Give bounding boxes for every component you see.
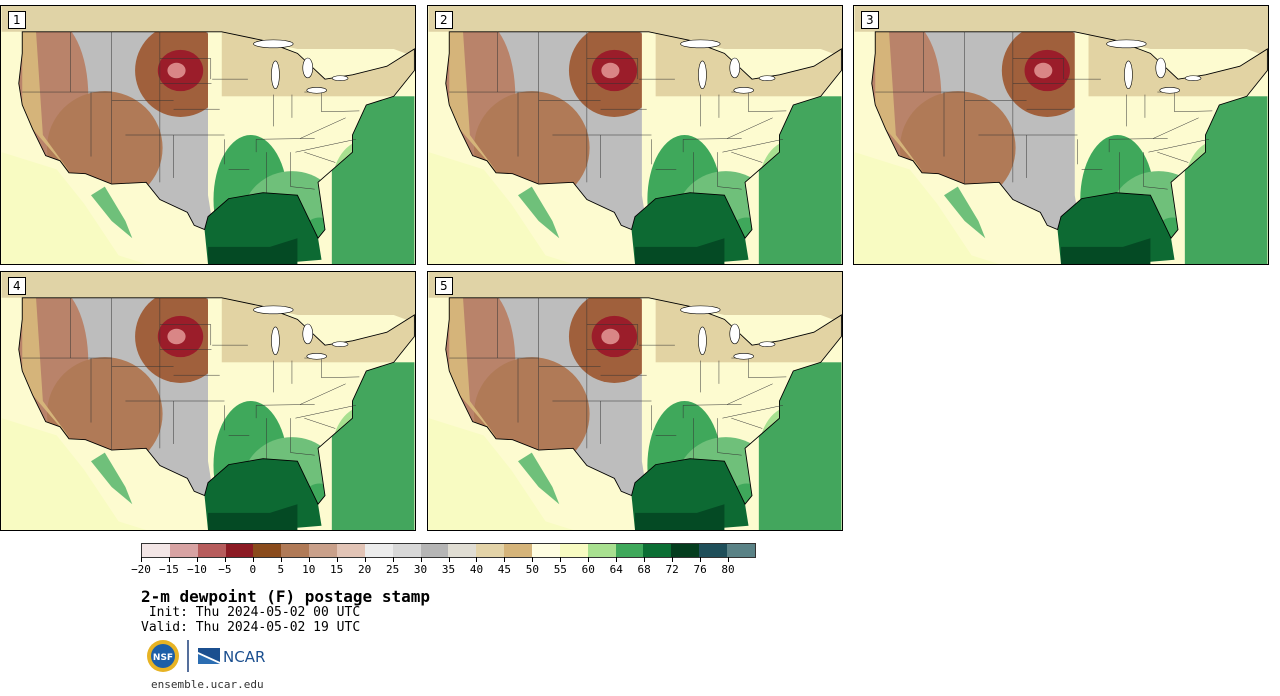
valid-time: Valid: Thu 2024-05-02 19 UTC — [141, 620, 361, 635]
colorbar-tick — [728, 557, 730, 562]
colorbar-tick — [644, 557, 646, 562]
colorbar-tick — [141, 557, 142, 562]
colorbar-swatch — [281, 544, 310, 557]
colorbar-tick — [280, 557, 282, 562]
colorbar-tick-label: 60 — [581, 563, 595, 576]
member-number-label: 1 — [8, 11, 26, 29]
colorbar-swatch — [643, 544, 672, 557]
colorbar-swatch — [587, 544, 616, 557]
dewpoint-colorbar — [141, 543, 756, 558]
dewpoint-map — [428, 272, 842, 530]
ncar-logo: NCAR — [198, 648, 265, 666]
member-number-label: 4 — [8, 277, 26, 295]
colorbar-tick — [364, 557, 366, 562]
colorbar-tick-label: 72 — [665, 563, 679, 576]
init-time: Init: Thu 2024-05-02 00 UTC — [141, 605, 361, 620]
colorbar-tick-label: 5 — [277, 563, 285, 576]
colorbar-swatch — [448, 544, 477, 557]
colorbar-swatch — [337, 544, 365, 557]
colorbar-tick — [168, 557, 170, 562]
colorbar-swatch — [504, 544, 533, 557]
colorbar-tick-label: 15 — [330, 563, 344, 576]
colorbar-swatch — [559, 544, 588, 557]
colorbar-tick-label: 35 — [441, 563, 456, 576]
colorbar-swatch — [420, 544, 449, 557]
plot-title: 2-m dewpoint (F) postage stamp — [141, 587, 430, 606]
colorbar-tick — [476, 557, 478, 562]
colorbar-tick-label: 25 — [385, 563, 400, 576]
nsf-logo-text: NSF — [153, 653, 173, 663]
colorbar-tick — [420, 557, 422, 562]
member-map-panel: 4 — [0, 271, 416, 531]
colorbar-tick-label: 55 — [553, 563, 567, 576]
colorbar-swatch — [225, 544, 254, 557]
member-map-panel: 2 — [427, 5, 843, 265]
colorbar-swatch — [309, 544, 338, 557]
colorbar-swatch — [197, 544, 226, 557]
colorbar-tick-label: 80 — [721, 563, 735, 576]
dewpoint-map — [854, 6, 1268, 264]
dewpoint-map — [1, 272, 415, 530]
colorbar-swatch — [364, 544, 393, 557]
website-url[interactable]: ensemble.ucar.edu — [151, 678, 264, 691]
colorbar-tick — [448, 557, 450, 562]
colorbar-swatch — [532, 544, 560, 557]
colorbar-tick — [196, 557, 198, 562]
colorbar-tick-label: 20 — [358, 563, 372, 576]
dewpoint-map — [428, 6, 842, 264]
dewpoint-map — [1, 6, 415, 264]
colorbar-tick — [392, 557, 394, 562]
member-map-panel: 1 — [0, 5, 416, 265]
colorbar-swatch — [476, 544, 505, 557]
colorbar-tick-label: −5 — [218, 563, 232, 576]
colorbar-tick — [560, 557, 562, 562]
colorbar-tick-label: 0 — [249, 563, 257, 576]
colorbar-tick-label: 10 — [302, 563, 316, 576]
colorbar-swatch — [727, 544, 755, 557]
colorbar-tick-label: 45 — [497, 563, 512, 576]
colorbar-tick-label: 50 — [525, 563, 539, 576]
colorbar-tick-label: −10 — [186, 563, 207, 576]
colorbar-tick-label: 40 — [469, 563, 484, 576]
colorbar-tick — [532, 557, 534, 562]
colorbar-tick — [308, 557, 310, 562]
colorbar-tick — [224, 557, 226, 562]
member-map-panel: 3 — [853, 5, 1269, 265]
colorbar-ticks: −20 −15 −10 −5 0 5 10 15 20 25 30 35 40 45 50 55 60 64 68 7… — [131, 557, 756, 577]
logos: NSF NCAR — [145, 638, 275, 674]
member-number-label: 3 — [861, 11, 879, 29]
colorbar-tick — [616, 557, 618, 562]
colorbar-tick — [672, 557, 674, 562]
member-number-label: 5 — [435, 277, 453, 295]
colorbar-tick — [700, 557, 702, 562]
colorbar-tick-label: 30 — [413, 563, 428, 576]
colorbar-swatch — [699, 544, 728, 557]
colorbar-swatch — [253, 544, 282, 557]
colorbar-tick-label: 64 — [609, 563, 623, 576]
colorbar-swatch — [392, 544, 421, 557]
colorbar-tick — [504, 557, 506, 562]
colorbar-swatch — [142, 544, 170, 557]
colorbar-tick — [336, 557, 338, 562]
colorbar-tick — [252, 557, 254, 562]
nsf-logo: NSF — [147, 640, 179, 672]
member-map-panel: 5 — [427, 271, 843, 531]
ncar-logo-text: NCAR — [223, 648, 265, 666]
colorbar-tick — [588, 557, 590, 562]
colorbar-tick-label: 68 — [637, 563, 651, 576]
colorbar-tick-label: −15 — [159, 563, 179, 576]
colorbar-swatch — [671, 544, 700, 557]
colorbar-tick-label: 76 — [693, 563, 707, 576]
member-number-label: 2 — [435, 11, 453, 29]
colorbar-swatch — [615, 544, 644, 557]
colorbar-swatch — [169, 544, 198, 557]
colorbar-tick-label: −20 — [131, 563, 151, 576]
